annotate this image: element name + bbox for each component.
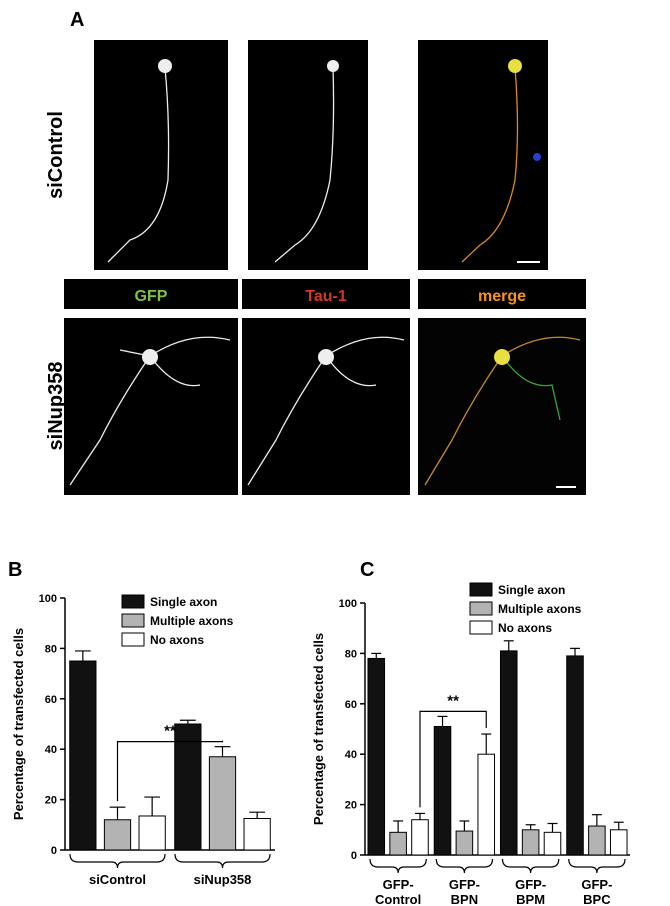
legend-label: No axons	[498, 621, 552, 635]
channel-label: Tau-1	[305, 288, 347, 305]
legend-label: Single axon	[498, 583, 565, 597]
bar	[521, 829, 540, 856]
legend-label: Single axon	[150, 595, 217, 609]
bar	[243, 818, 271, 851]
x-tick-line: BPC	[583, 892, 611, 906]
group-brace	[435, 858, 494, 874]
legend-swatch	[121, 594, 145, 609]
micrograph-row	[94, 40, 548, 270]
group-brace	[501, 858, 560, 874]
legend-swatch	[121, 632, 145, 647]
bar	[411, 819, 429, 856]
legend-swatch	[121, 613, 145, 628]
channel-bar: GFP Tau-1 merge	[64, 279, 586, 309]
group-brace	[69, 853, 166, 869]
bar	[499, 650, 518, 856]
legend-label: Multiple axons	[150, 614, 234, 628]
significance-bracket	[419, 710, 487, 808]
channel-label: merge	[478, 288, 526, 305]
bar	[208, 756, 237, 851]
y-tick-label: 60	[45, 694, 57, 706]
y-axis-label: Percentage of transfected cells	[311, 633, 326, 825]
x-tick-line: BPN	[451, 892, 478, 906]
y-tick-label: 40	[45, 744, 57, 756]
micrograph-row	[64, 318, 586, 495]
row-label: siControl	[45, 111, 67, 199]
group-brace	[568, 858, 626, 874]
x-tick-label: siControl	[89, 872, 146, 887]
annotation: **	[164, 723, 176, 740]
group-brace	[174, 853, 271, 869]
bar	[69, 660, 97, 851]
x-tick-label: siNup358	[194, 872, 252, 887]
x-tick-line: Control	[375, 892, 421, 906]
row-label: siNup358	[45, 362, 67, 451]
bar	[477, 753, 496, 856]
x-tick-line: GFP-	[581, 877, 612, 892]
x-tick-line: GFP-	[383, 877, 414, 892]
y-tick-label: 20	[45, 795, 57, 807]
bar	[138, 815, 166, 851]
bar	[588, 825, 606, 856]
y-tick-label: 60	[345, 699, 357, 711]
y-tick-label: 0	[51, 845, 57, 857]
channel-label: GFP	[135, 288, 168, 305]
y-tick-label: 100	[339, 598, 357, 610]
x-tick-label: GFP-BPM	[515, 877, 546, 906]
x-tick-label: GFP-Control	[375, 877, 421, 906]
panel-label: A	[70, 9, 84, 31]
x-tick-label: GFP-BPN	[449, 877, 480, 906]
legend-label: Multiple axons	[498, 602, 582, 616]
bar	[455, 830, 474, 856]
annotation: **	[447, 692, 459, 709]
legend-label: No axons	[150, 633, 204, 647]
bar	[389, 831, 407, 856]
bar	[433, 725, 452, 856]
y-tick-label: 0	[351, 850, 357, 862]
y-tick-label: 100	[39, 593, 57, 605]
x-tick-line: GFP-	[515, 877, 546, 892]
x-tick-label: GFP-BPC	[581, 877, 612, 906]
legend-swatch	[469, 582, 493, 597]
bar	[103, 819, 132, 851]
legend-swatch	[469, 620, 493, 635]
bar	[609, 829, 628, 856]
bar	[543, 831, 562, 856]
y-tick-label: 40	[345, 749, 357, 761]
y-tick-label: 80	[45, 643, 57, 655]
bar	[367, 657, 386, 856]
panel-label: C	[360, 559, 374, 581]
group-brace	[369, 858, 427, 874]
bar	[174, 723, 202, 851]
y-tick-label: 80	[345, 648, 357, 660]
y-tick-label: 20	[345, 800, 357, 812]
significance-bracket	[116, 740, 224, 802]
x-tick-line: BPM	[516, 892, 545, 906]
panel-label: B	[8, 559, 22, 581]
x-tick-line: GFP-	[449, 877, 480, 892]
legend-swatch	[469, 601, 493, 616]
y-axis-label: Percentage of transfected cells	[11, 628, 26, 820]
bar	[566, 655, 584, 856]
